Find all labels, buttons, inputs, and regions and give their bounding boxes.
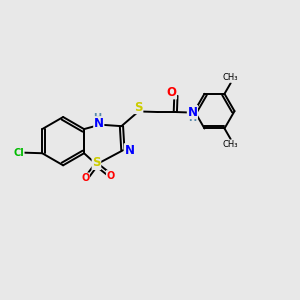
Text: H: H <box>188 113 196 124</box>
Text: S: S <box>92 157 101 169</box>
Text: O: O <box>81 173 89 183</box>
Text: N: N <box>188 106 197 118</box>
Text: N: N <box>94 117 104 130</box>
Text: CH₃: CH₃ <box>223 140 239 149</box>
Text: N: N <box>124 144 134 157</box>
Text: O: O <box>106 171 115 181</box>
Text: S: S <box>134 100 143 113</box>
Text: CH₃: CH₃ <box>223 73 239 82</box>
Text: H: H <box>93 113 101 123</box>
Text: O: O <box>167 86 176 99</box>
Text: Cl: Cl <box>13 148 24 158</box>
